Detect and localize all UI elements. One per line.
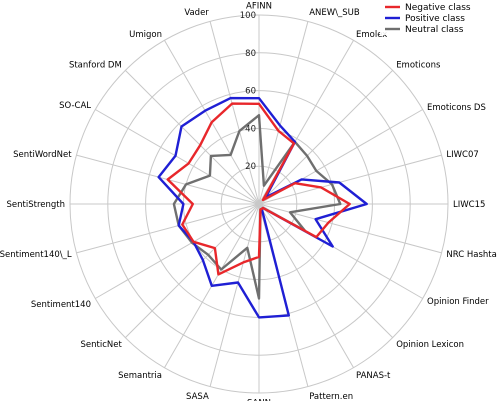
series-line-positive-class [157,96,368,319]
axis-label: LIWC15 [453,200,485,210]
radial-tick-label: 100 [240,11,256,21]
spoke-20 [95,109,260,205]
radial-tick-label: 80 [245,49,256,59]
spoke-21 [125,70,260,205]
axis-label: PANAS-t [356,371,391,381]
spoke-23 [209,21,260,205]
axis-label: Sentiment140 [31,300,91,310]
legend-entry: Negative class [405,3,471,13]
spoke-5 [258,154,442,205]
axis-label: ANEW\_SUB [309,8,360,18]
spoke-15 [125,203,260,338]
axis-label: Umigon [129,30,162,40]
radar-series [157,96,368,319]
axis-label: Stanford DM [69,61,122,71]
axis-label: SentiWordNet [13,150,72,160]
radial-tick-label: 60 [245,87,256,97]
spoke-3 [258,70,393,205]
axis-label: LIWC07 [446,150,478,160]
spoke-9 [258,203,393,338]
spoke-10 [258,203,354,368]
axis-label: AFINN [246,1,272,11]
axis-label: Emoticons DS [427,103,486,113]
radar-grid [69,14,449,394]
radial-tick-labels: 20 40 60 80 100 [240,11,256,172]
axis-label: Vader [184,8,209,18]
spoke-1 [258,21,309,205]
series-line-negative-class [166,102,351,276]
radial-tick-label: 40 [245,124,256,134]
axis-label: SentiStrength [7,200,65,210]
spoke-13 [209,203,260,387]
axis-label: Opinion Finder [427,297,489,307]
axis-label: SenticNet [80,340,122,350]
axis-label: Sentiment140\_L [0,250,72,260]
axis-label: Opinion Lexicon [396,340,464,350]
axis-label: Emoticons [396,61,441,71]
axis-label: SANN [247,399,271,401]
series-line-neutral-class [172,113,342,300]
axis-label: NRC Hashtag [446,250,497,260]
axis-label: SASA [186,392,209,401]
legend-entry: Positive class [405,14,465,24]
axis-label: Pattern.en [309,392,353,401]
spoke-16 [95,203,260,299]
legend-entry: Neutral class [405,25,464,35]
axis-label: SO-CAL [59,101,91,111]
axis-label: Emolex [356,30,387,40]
radial-tick-label: 20 [245,162,256,172]
axis-label: Semantria [118,371,162,381]
spoke-7 [258,203,442,254]
spoke-17 [76,203,260,254]
